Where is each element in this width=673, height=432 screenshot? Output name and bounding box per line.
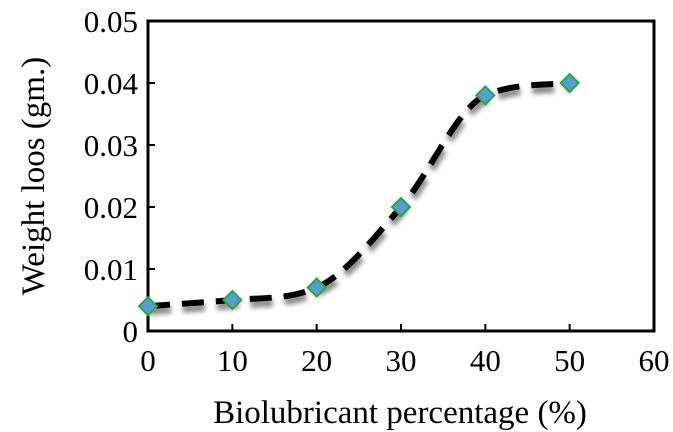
y-tick-label: 0.01 — [84, 252, 138, 287]
x-axis-ticks: 0 10 20 30 40 50 60 — [140, 324, 670, 378]
data-point — [559, 72, 581, 94]
data-markers — [137, 72, 581, 317]
y-tick-label: 0 — [123, 314, 139, 349]
x-tick-label: 0 — [140, 343, 156, 378]
x-tick-label: 10 — [217, 343, 248, 378]
x-tick-label: 40 — [470, 343, 501, 378]
x-tick-label: 50 — [554, 343, 585, 378]
y-tick-label: 0.03 — [84, 128, 138, 163]
data-point — [137, 295, 159, 317]
x-axis-title: Biolubricant percentage (%) — [213, 395, 587, 431]
data-point — [390, 196, 412, 218]
y-tick-label: 0.04 — [84, 66, 139, 101]
x-tick-label: 20 — [301, 343, 332, 378]
data-point — [221, 289, 243, 311]
series-line-shadow — [148, 84, 572, 316]
x-tick-label: 30 — [386, 343, 417, 378]
y-tick-label: 0.05 — [84, 4, 138, 39]
y-tick-label: 0.02 — [84, 190, 138, 225]
x-tick-label: 60 — [639, 343, 670, 378]
data-point — [474, 84, 496, 106]
y-axis-title: Weight loos (gm.) — [16, 57, 52, 295]
data-point — [306, 277, 328, 299]
plot-area — [146, 19, 656, 333]
data-curve — [147, 80, 572, 316]
y-axis-ticks: 0 0.01 0.02 0.03 0.04 0.05 — [84, 4, 155, 349]
series-line — [147, 80, 570, 310]
